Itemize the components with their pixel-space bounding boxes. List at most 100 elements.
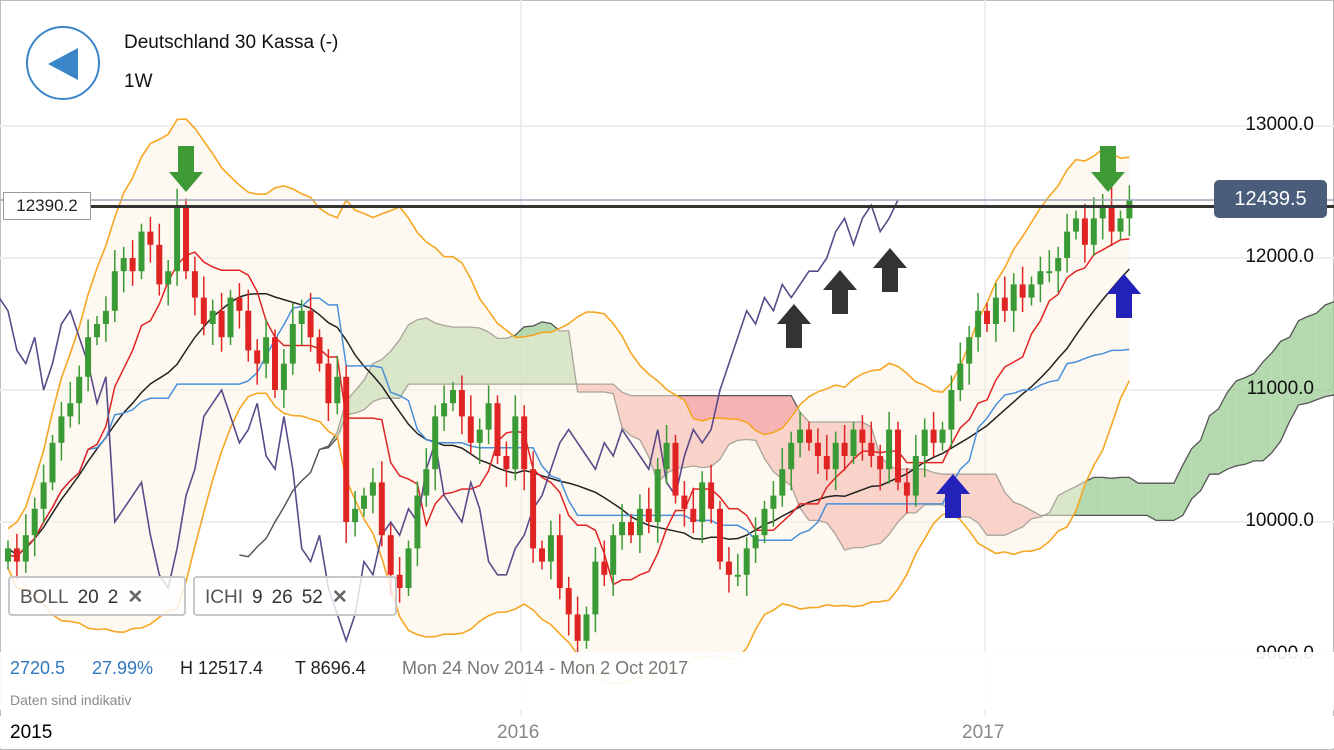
ichimoku-cloud-bull bbox=[1316, 305, 1326, 400]
candle-body bbox=[966, 337, 973, 364]
candle-body bbox=[254, 350, 261, 364]
horizontal-line-label[interactable]: 12390.2 bbox=[3, 192, 91, 220]
candle-body bbox=[467, 416, 474, 443]
arrow-down-icon bbox=[1091, 146, 1125, 192]
candle-body bbox=[886, 429, 893, 470]
candle-body bbox=[85, 337, 92, 377]
bollinger-lower bbox=[7, 380, 1131, 685]
candle-body bbox=[1019, 284, 1026, 298]
candle-body bbox=[1037, 271, 1044, 285]
bollinger-middle bbox=[7, 268, 1130, 556]
candle-body bbox=[1010, 284, 1017, 311]
ichimoku-cloud-bull bbox=[1325, 301, 1334, 397]
ichimoku-cloud-bull bbox=[1262, 352, 1272, 461]
ichimoku-cloud-bull bbox=[1129, 477, 1139, 516]
candle-body bbox=[414, 495, 421, 549]
ichimoku-cloud-bull bbox=[1245, 373, 1254, 465]
bollinger-upper bbox=[7, 118, 1130, 530]
back-button[interactable] bbox=[26, 26, 100, 100]
candle-body bbox=[761, 508, 768, 536]
candle-body bbox=[334, 376, 341, 404]
ichimoku-cloud-bull bbox=[1209, 408, 1219, 475]
candle-body bbox=[1108, 205, 1115, 232]
period-label[interactable]: 1W bbox=[124, 71, 153, 92]
candle-body bbox=[1090, 218, 1097, 245]
candle-body bbox=[806, 429, 812, 443]
ichimoku-cloud-bull bbox=[1298, 316, 1308, 405]
candle-body bbox=[592, 561, 599, 615]
candle-body bbox=[1126, 199, 1133, 219]
candle-body bbox=[708, 482, 715, 509]
candle-body bbox=[752, 535, 759, 549]
candle-body bbox=[859, 429, 866, 443]
x-tick: 2015 bbox=[10, 722, 53, 743]
candle-body bbox=[992, 297, 999, 324]
candle-body bbox=[138, 231, 145, 272]
candle-body bbox=[957, 363, 964, 390]
candle-body bbox=[476, 429, 483, 443]
x-axis: 2015 2016 2017 bbox=[0, 716, 1334, 748]
high-value: H 12517.4 bbox=[180, 658, 264, 678]
candle-body bbox=[352, 508, 359, 522]
candle-body bbox=[832, 442, 839, 470]
candle-body bbox=[645, 508, 652, 522]
ichimoku-cloud-bull bbox=[1156, 483, 1165, 521]
candle-body bbox=[272, 337, 278, 390]
y-tick: 13000.0 bbox=[1245, 114, 1314, 135]
ichimoku-cloud-bull bbox=[1138, 483, 1148, 516]
candle-body bbox=[788, 442, 795, 470]
indicator-param: 26 bbox=[271, 587, 293, 608]
ichimoku-cloud-bull bbox=[1120, 477, 1130, 516]
candle-body bbox=[22, 535, 29, 562]
candle-body bbox=[236, 297, 243, 311]
candle-body bbox=[1081, 218, 1088, 245]
candle-body bbox=[868, 442, 875, 456]
indicator-name: BOLL bbox=[20, 587, 69, 608]
candle-body bbox=[654, 469, 661, 522]
close-icon[interactable]: ✕ bbox=[127, 587, 144, 608]
candle-body bbox=[209, 310, 216, 324]
indicator-chip-boll[interactable]: BOLL 20 2 ✕ bbox=[8, 576, 186, 616]
candle-body bbox=[850, 429, 857, 456]
candle-body bbox=[734, 574, 741, 577]
candle-body bbox=[316, 337, 323, 364]
indicator-param: 2 bbox=[107, 587, 119, 608]
candle-body bbox=[912, 456, 919, 496]
candle-body bbox=[494, 403, 501, 456]
candle-body bbox=[725, 561, 732, 575]
candle-body bbox=[743, 548, 750, 575]
close-icon[interactable]: ✕ bbox=[331, 587, 348, 608]
arrow-up-icon bbox=[823, 270, 857, 314]
candle-body bbox=[450, 390, 456, 404]
change-value: 2720.5 bbox=[10, 658, 66, 678]
candle-body bbox=[298, 310, 305, 324]
candle-body bbox=[717, 508, 723, 562]
candle-body bbox=[539, 548, 545, 562]
candle-body bbox=[485, 403, 492, 430]
candle-body bbox=[1001, 297, 1008, 311]
candle-body bbox=[458, 390, 465, 417]
candle-body bbox=[120, 258, 127, 272]
candle-body bbox=[948, 390, 955, 430]
instrument-title: Deutschland 30 Kassa (-) bbox=[124, 32, 339, 53]
candle-body bbox=[895, 429, 901, 483]
candle-body bbox=[984, 310, 990, 324]
candle-body bbox=[378, 482, 385, 536]
x-tick: 2017 bbox=[962, 722, 1005, 743]
candle-body bbox=[5, 548, 11, 562]
ichimoku-cloud-bull bbox=[1271, 341, 1281, 453]
arrow-up-icon bbox=[873, 248, 907, 292]
candle-body bbox=[547, 535, 554, 562]
current-price-tag: 12439.5 bbox=[1214, 180, 1327, 218]
candle-body bbox=[921, 429, 928, 456]
indicator-chip-ichi[interactable]: ICHI 9 26 52 ✕ bbox=[193, 576, 397, 616]
candle-body bbox=[102, 310, 109, 324]
candle-body bbox=[1046, 271, 1053, 274]
candle-body bbox=[841, 442, 848, 456]
candle-body bbox=[1099, 205, 1106, 219]
candle-body bbox=[218, 310, 225, 338]
candle-body bbox=[503, 456, 510, 470]
ichimoku-cloud-bull bbox=[1111, 477, 1121, 516]
candle-body bbox=[663, 442, 670, 470]
